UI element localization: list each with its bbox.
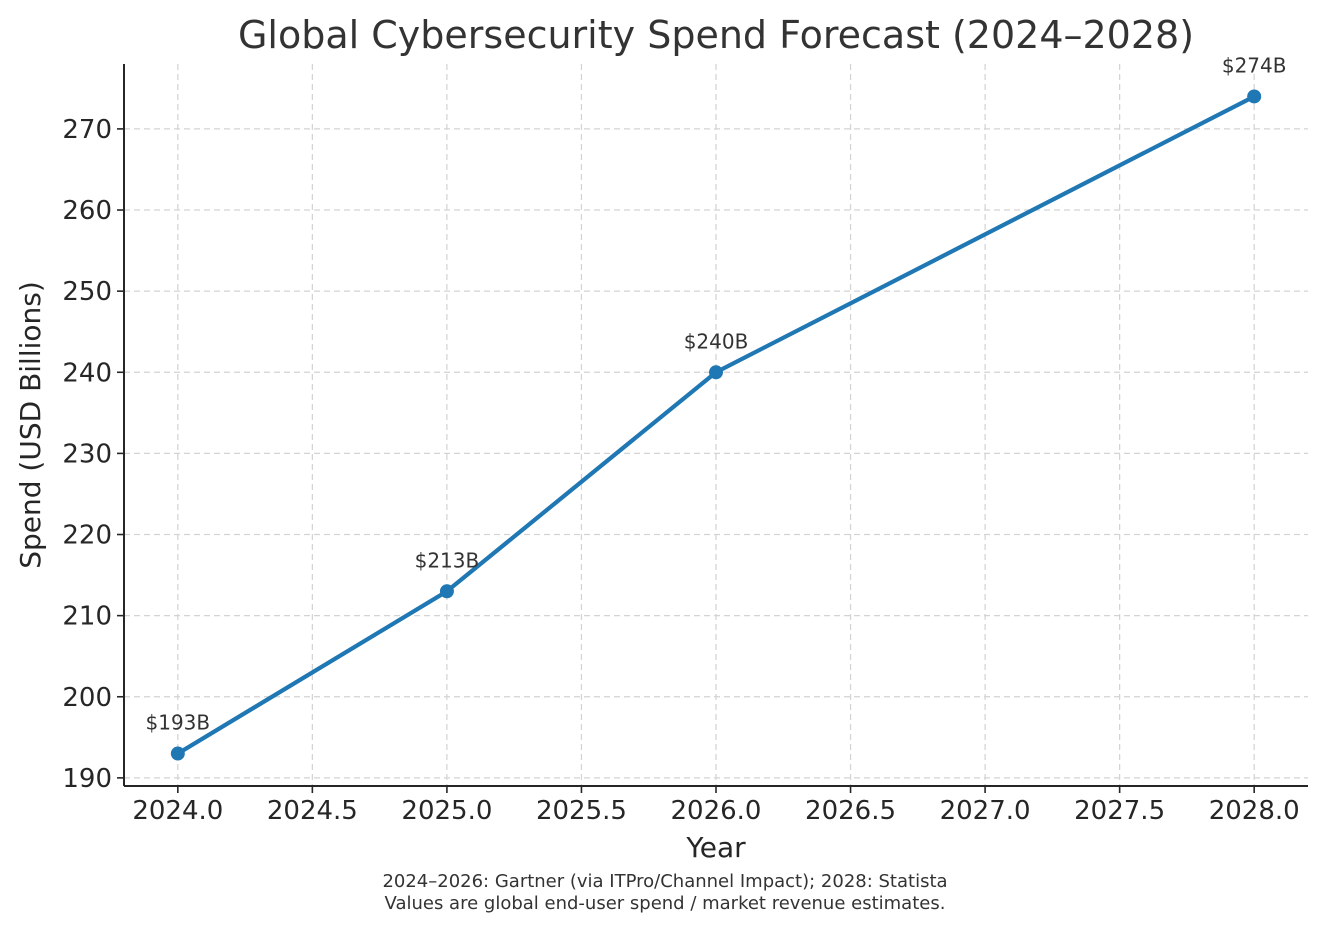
x-tick-label: 2025.0 [401, 796, 492, 826]
data-label: $193B [146, 711, 211, 735]
data-label: $240B [684, 329, 749, 353]
x-tick-label: 2027.0 [940, 796, 1031, 826]
y-tick-label: 230 [62, 439, 112, 469]
y-tick-label: 190 [62, 764, 112, 794]
data-label: $274B [1222, 53, 1287, 77]
x-tick-label: 2024.0 [132, 796, 223, 826]
x-axis-label: Year [685, 831, 746, 864]
y-tick-label: 240 [62, 358, 112, 388]
chart-title: Global Cybersecurity Spend Forecast (202… [238, 13, 1194, 57]
grid-lines [124, 64, 1308, 786]
y-tick-label: 250 [62, 277, 112, 307]
x-tick-label: 2028.0 [1209, 796, 1300, 826]
data-point [1247, 89, 1262, 104]
x-tick-label: 2026.5 [805, 796, 896, 826]
data-point [170, 746, 185, 761]
footnote-source-line: 2024–2026: Gartner (via ITPro/Channel Im… [382, 871, 947, 892]
y-tick-label: 220 [62, 521, 112, 551]
data-label: $213B [415, 548, 480, 572]
y-tick-label: 270 [62, 115, 112, 145]
x-tick-label: 2025.5 [536, 796, 627, 826]
y-tick-label: 210 [62, 602, 112, 632]
x-tick-label: 2026.0 [671, 796, 762, 826]
y-tick-label: 200 [62, 683, 112, 713]
data-point [709, 365, 723, 380]
x-tick-label: 2024.5 [267, 796, 358, 826]
x-tick-label: 2027.5 [1074, 796, 1165, 826]
y-tick-label: 260 [62, 196, 112, 226]
y-axis-label: Spend (USD Billions) [14, 281, 47, 569]
data-series [170, 89, 1262, 761]
tick-labels: 2024.0 2024.5 2025.0 2025.5 2026.0 2026.5 2027… [62, 115, 1299, 826]
data-point [439, 584, 454, 599]
footnote-note-line: Values are global end-user spend / marke… [385, 893, 946, 914]
series-line [175, 94, 1257, 756]
data-labels: $193B $213B $240B $274B [146, 53, 1287, 734]
